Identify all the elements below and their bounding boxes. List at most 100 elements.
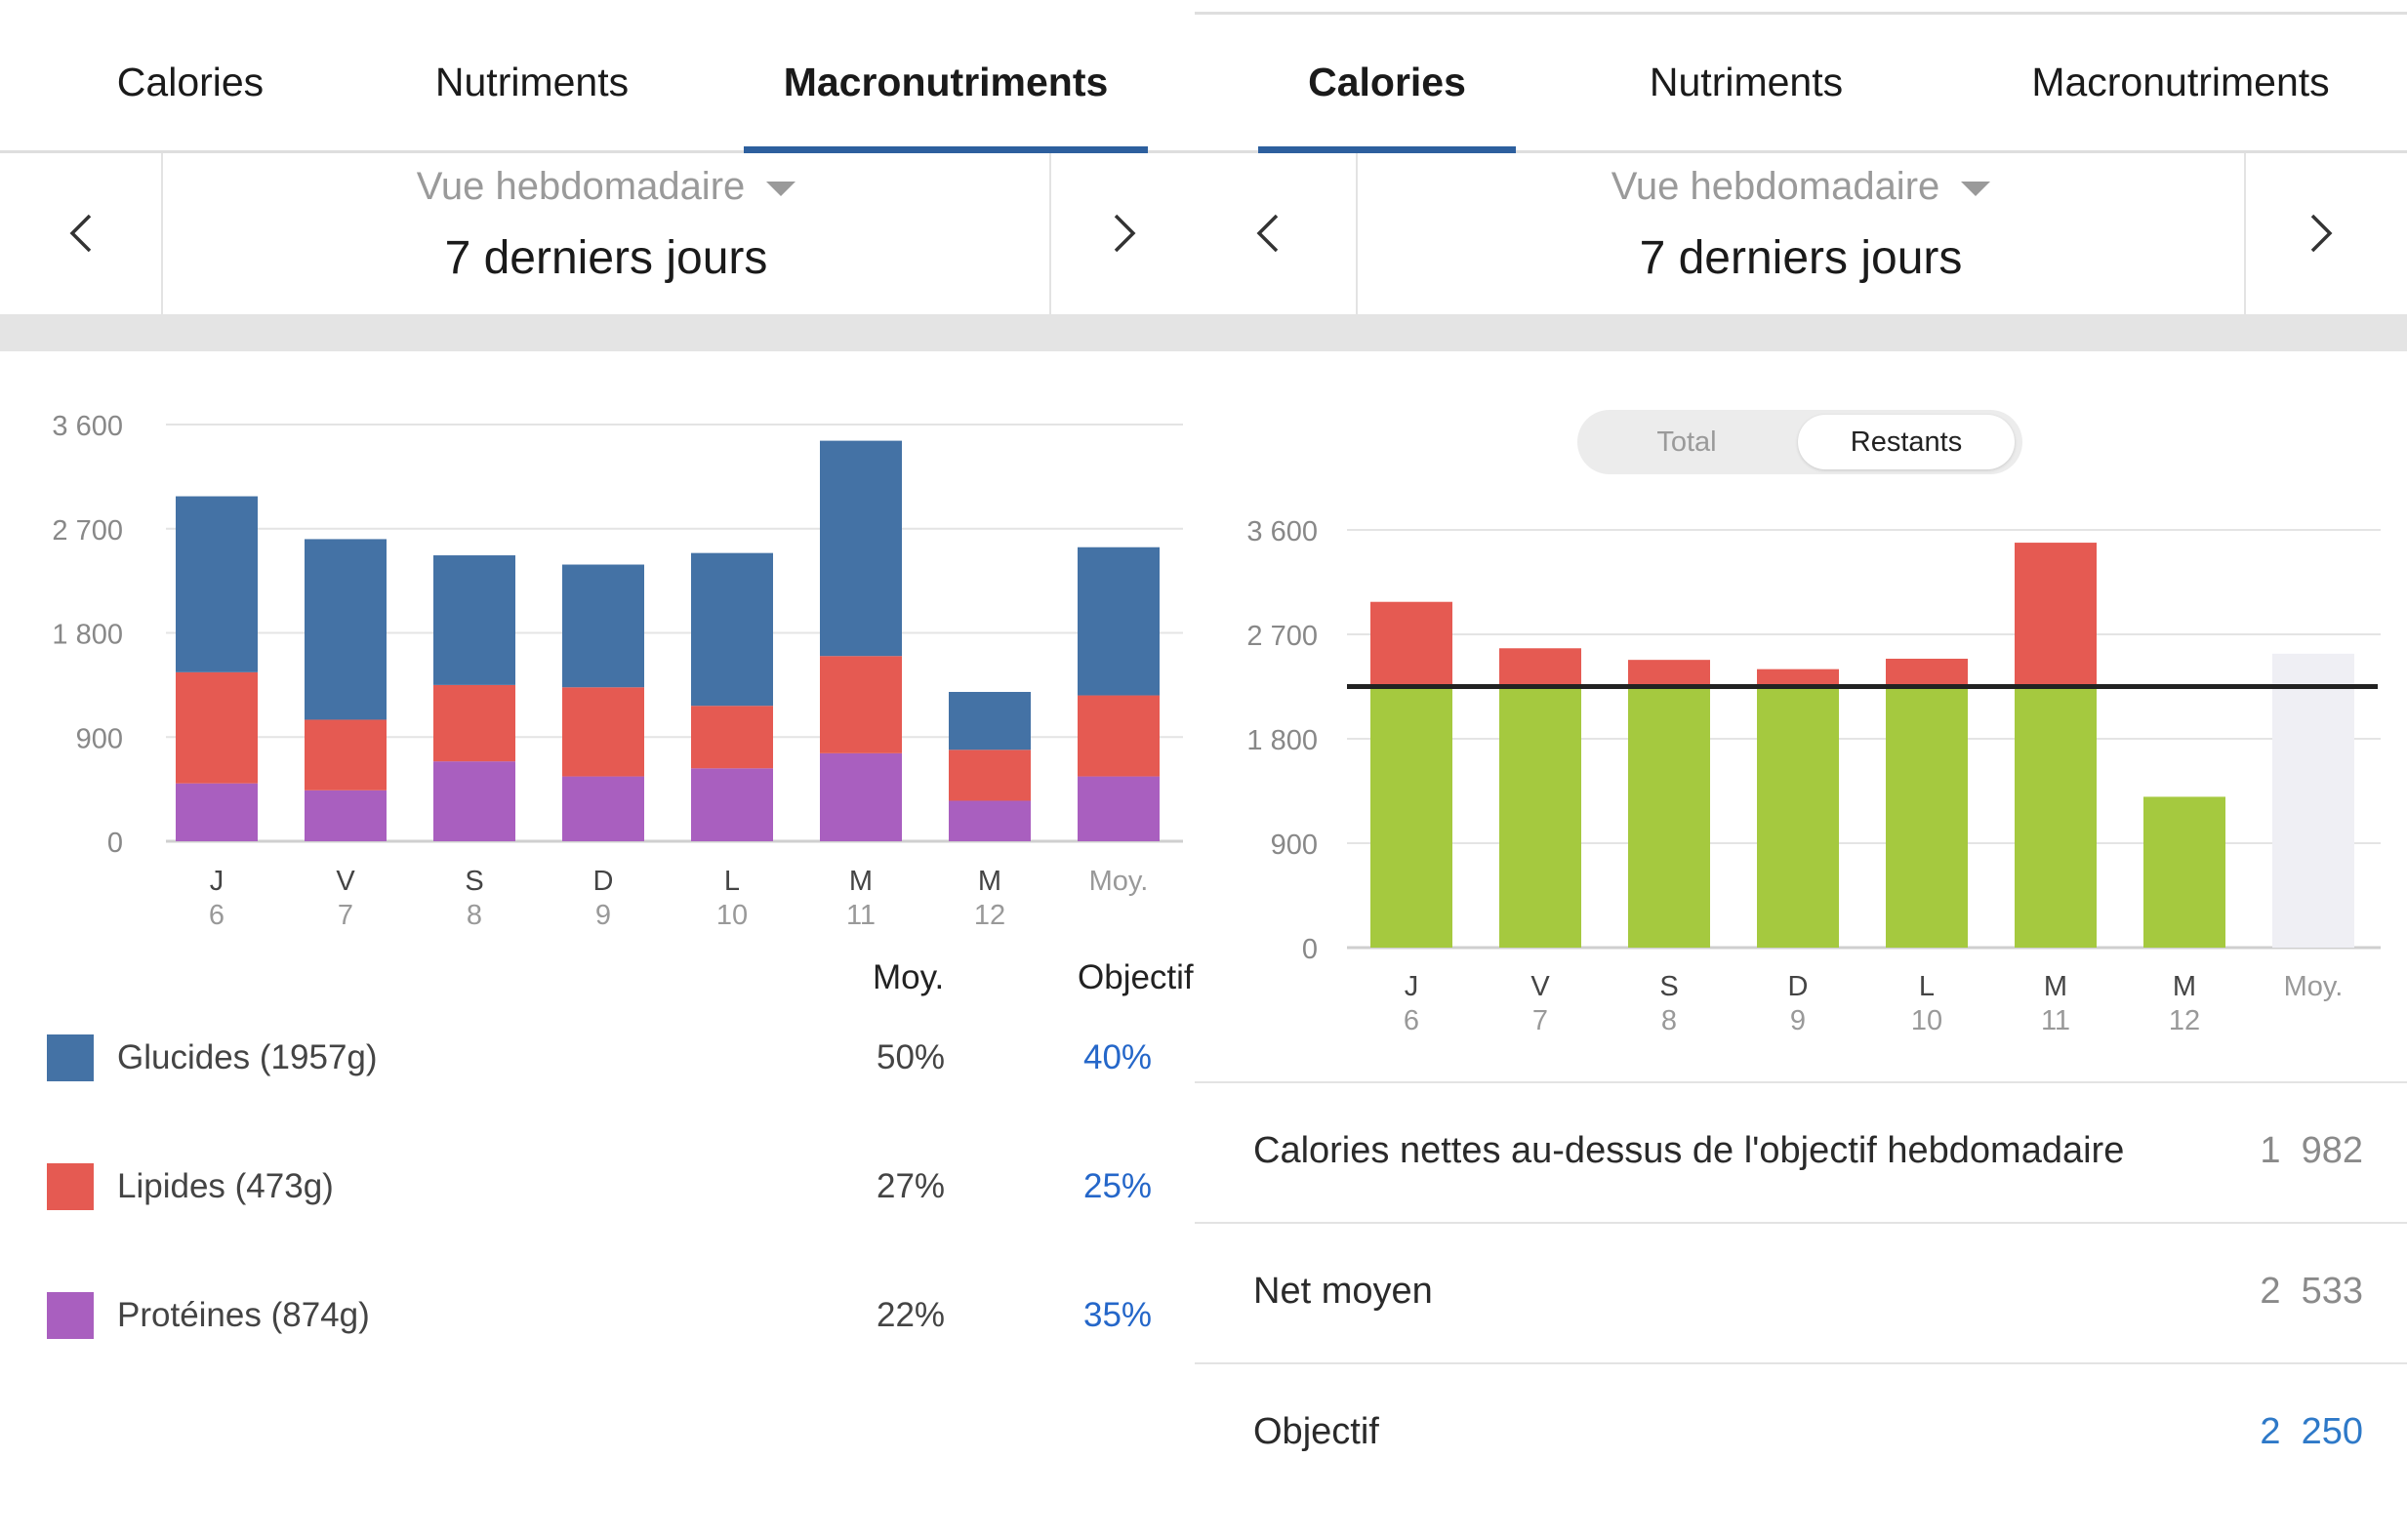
x-tick-label: L [724,866,740,897]
caret-down-icon [766,181,796,196]
x-tick-label: D [593,866,614,897]
period-selector: Vue hebdomadaire 7 derniers jours [163,153,1049,314]
bar-over-goal [2015,543,2097,687]
legend-goal-link[interactable]: 25% [1083,1167,1153,1205]
section-separator [0,314,1195,351]
divider [161,153,163,314]
x-tick-label: M [849,866,873,897]
x-tick-label: D [1788,971,1809,1002]
bar-over-goal [1757,669,1839,687]
x-tick-day: 9 [1790,1005,1806,1036]
stat-row-goal: Objectif 2 250 [1195,1362,2407,1503]
y-tick-label: 2 700 [52,515,123,547]
bar-segment [433,761,515,841]
bar-segment [433,684,515,762]
x-tick-day: 10 [1911,1005,1942,1036]
tab-calories[interactable]: Calories [1308,60,1466,104]
bar-segment [562,564,644,688]
section-separator [1195,314,2407,351]
bar-segment [1078,547,1160,696]
caret-down-icon [1961,181,1991,196]
legend-average: 50% [877,1038,946,1076]
legend-row-glucides: Glucides (1957g) 50% 40% [0,1034,1195,1113]
average-column-header: Moy. [873,958,945,996]
legend-goal-link[interactable]: 35% [1083,1296,1153,1334]
period-label: 7 derniers jours [1639,232,1963,284]
period-label: 7 derniers jours [444,232,768,284]
bar-segment [691,706,773,769]
total-remaining-toggle: Total Restants [1577,410,2022,474]
chevron-left-icon [1256,214,1279,253]
x-tick-day: 6 [209,900,224,931]
tab-bar: Calories Nutriments Macronutriments [0,0,1195,153]
stat-value: 1 982 [2260,1130,2363,1171]
x-tick-label: L [1919,971,1935,1002]
bar-under-goal [1499,686,1581,948]
total-toggle-option[interactable]: Total [1656,426,1717,458]
divider [1195,12,2407,15]
previous-period-button[interactable] [1195,153,1356,314]
bar-segment [949,750,1031,801]
remaining-toggle-option[interactable]: Restants [1798,415,2015,469]
x-tick-label: J [1405,971,1419,1002]
tab-nutriments[interactable]: Nutriments [434,60,630,104]
bar-segment [949,800,1031,841]
divider [1049,153,1051,314]
bar-segment [433,555,515,685]
goal-value-link[interactable]: 2 250 [2260,1411,2363,1452]
bar-segment [176,671,258,784]
x-tick-day: 10 [716,900,748,931]
y-tick-label: 2 700 [1246,621,1318,652]
x-tick-day: 11 [846,900,876,931]
tab-nutriments[interactable]: Nutriments [1649,60,1844,104]
chevron-left-icon [69,214,92,253]
divider [2244,153,2246,314]
bar-segment [820,440,902,657]
chevron-right-icon [2310,214,2333,253]
tab-calories[interactable]: Calories [116,60,265,104]
bar-under-goal [2143,796,2225,948]
next-period-button[interactable] [2246,153,2407,314]
bar-segment [305,539,387,720]
macronutrients-panel: Calories Nutriments Macronutriments Vue … [0,0,1195,1540]
x-tick-label: S [465,866,483,897]
period-selector: Vue hebdomadaire 7 derniers jours [1358,153,2244,314]
tab-macronutriments[interactable]: Macronutriments [783,60,1109,104]
y-tick-label: 0 [107,828,123,859]
x-tick-day: 6 [1404,1005,1419,1036]
next-period-button[interactable] [1051,153,1195,314]
bar-segment [1078,776,1160,841]
x-tick-label: V [1530,971,1550,1002]
x-tick-label: M [978,866,1001,897]
bar-segment [949,691,1031,750]
bar-over-goal [1628,660,1710,687]
view-mode-dropdown[interactable]: Vue hebdomadaire [1358,165,2244,209]
y-tick-label: 900 [1271,830,1318,861]
bar-segment [176,496,258,672]
bar-under-goal [1886,686,1968,948]
bar-segment [305,719,387,790]
stat-value: 2 533 [2260,1271,2363,1312]
x-tick-label: S [1659,971,1678,1002]
legend-label: Glucides (1957g) [117,1038,378,1076]
stat-label: Calories nettes au-dessus de l'objectif … [1253,1130,2125,1171]
bar-segment [562,687,644,777]
average-bar [2272,653,2354,948]
bar-segment [1078,695,1160,777]
legend-row-proteines: Protéines (874g) 22% 35% [0,1292,1195,1370]
x-tick-label: M [2044,971,2067,1002]
x-tick-label: Moy. [2284,971,2344,1002]
y-tick-label: 1 800 [52,620,123,651]
divider [1356,153,1358,314]
date-navigation: Vue hebdomadaire 7 derniers jours [1195,153,2407,314]
legend-label: Lipides (473g) [117,1167,334,1205]
y-tick-label: 900 [76,723,123,754]
tab-macronutriments[interactable]: Macronutriments [2031,60,2330,104]
view-mode-dropdown[interactable]: Vue hebdomadaire [163,165,1049,209]
legend-goal-link[interactable]: 40% [1083,1038,1153,1076]
bar-under-goal [1628,686,1710,948]
legend-label: Protéines (874g) [117,1296,370,1334]
previous-period-button[interactable] [0,153,161,314]
